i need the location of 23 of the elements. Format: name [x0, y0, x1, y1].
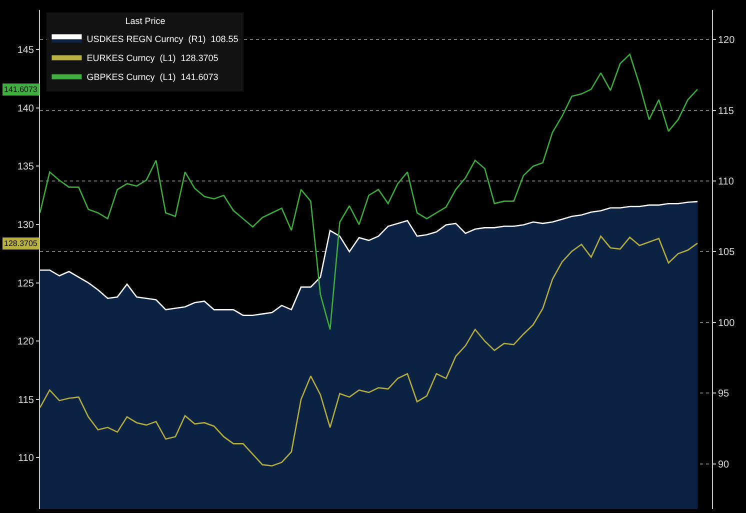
y2-tick-label: 90 — [718, 459, 730, 470]
annotation: 128.3705 — [4, 239, 38, 248]
y-tick-label: 135 — [17, 162, 34, 173]
y-tick-label: 140 — [17, 103, 34, 114]
y-tick-label: 110 — [18, 453, 34, 464]
legend-label: EURKES Curncy (L1) 128.3705 — [86, 53, 218, 64]
y-tick-label: 145 — [17, 45, 34, 56]
y2-tick-label: 100 — [718, 318, 736, 329]
y-tick-label: 125 — [17, 278, 34, 290]
line-series — [40, 54, 698, 330]
y2-tick-label: 95 — [718, 388, 730, 400]
y-tick-label: 115 — [18, 394, 34, 406]
y2-tick-label: 105 — [718, 247, 736, 258]
y-tick-label: 120 — [17, 336, 34, 348]
annotation: 141.6073 — [4, 85, 38, 94]
legend-label: GBPKES Curncy (L1) 141.6073 — [86, 72, 218, 82]
legend-title: Last Price — [125, 16, 166, 26]
y2-tick-label: 115 — [718, 106, 734, 117]
y2-tick-label: 120 — [718, 35, 736, 46]
y2-tick-label: 110 — [718, 176, 734, 188]
y-tick-label: 130 — [17, 220, 34, 232]
line-series — [40, 236, 698, 467]
legend-label: USDKES REGN Curncy (R1) 108.55 — [86, 34, 238, 44]
